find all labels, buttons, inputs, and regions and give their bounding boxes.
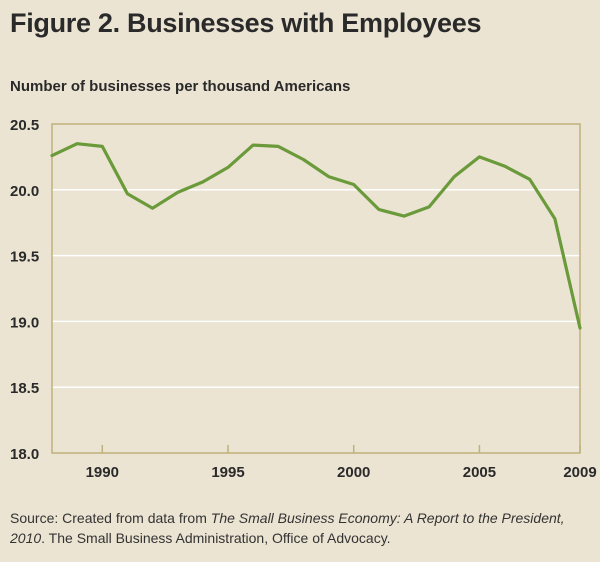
y-tick-label-1: 18.5 xyxy=(10,380,39,397)
x-tick-label-1: 1995 xyxy=(211,464,244,481)
y-tick-label-5: 20.5 xyxy=(10,117,39,134)
x-tick-label-3: 2005 xyxy=(463,464,496,481)
series-line xyxy=(50,142,582,330)
y-tick-label-2: 19.0 xyxy=(10,314,39,331)
x-axis-ticks: 1990 1995 2000 2005 2009 xyxy=(86,445,597,481)
y-tick-label-3: 19.5 xyxy=(10,249,39,266)
x-tick-label-4: 2009 xyxy=(563,464,596,481)
y-axis-label: Number of businesses per thousand Americ… xyxy=(10,78,351,95)
y-tick-label-0: 18.0 xyxy=(10,446,39,463)
x-tick-label-2: 2000 xyxy=(337,464,370,481)
source-note: Source: Created from data from The Small… xyxy=(10,508,595,548)
gridlines xyxy=(52,189,580,388)
plot-frame xyxy=(51,123,581,454)
line-chart: 18.0 18.5 19.0 19.5 20.0 20.5 1990 1995 2000 200… xyxy=(10,117,597,481)
source-prefix: Source: Created from data from xyxy=(10,510,211,526)
source-suffix: . The Small Business Administration, Off… xyxy=(41,530,391,546)
x-tick-label-0: 1990 xyxy=(86,464,119,481)
y-axis-ticks: 18.0 18.5 19.0 19.5 20.0 20.5 xyxy=(10,117,39,463)
source-title: The Small Business Economy: A Report to … xyxy=(10,510,565,546)
figure-title: Figure 2. Businesses with Employees xyxy=(10,8,482,38)
y-tick-label-4: 20.0 xyxy=(10,183,39,200)
